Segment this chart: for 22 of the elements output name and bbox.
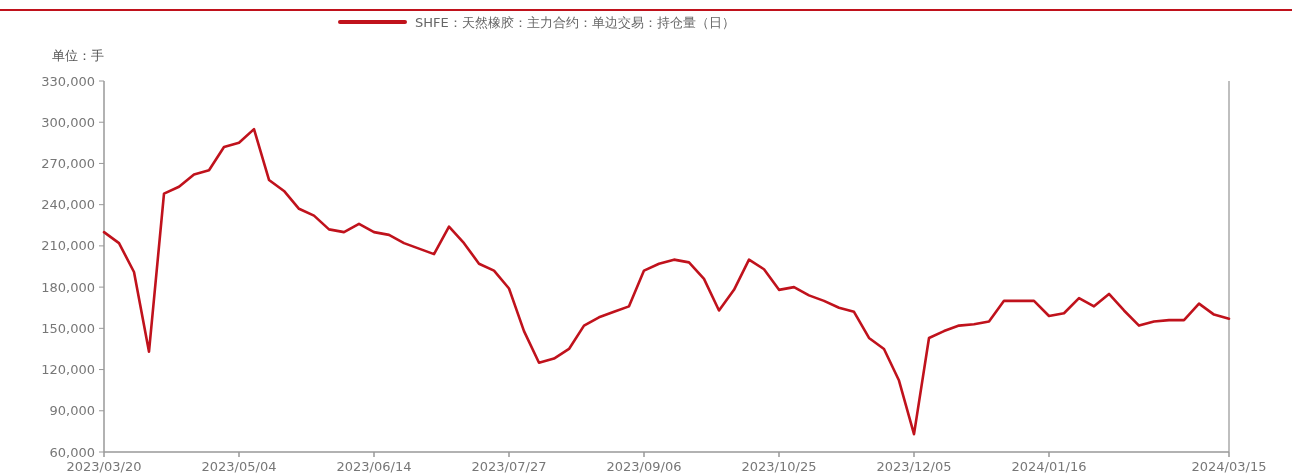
x-tick-label: 2023/03/20 [66,459,142,474]
x-tick-label: 2023/06/14 [336,459,412,474]
y-tick-label: 150,000 [41,320,95,336]
y-tick-label: 90,000 [49,403,95,419]
x-tick-label: 2023/05/04 [201,459,277,474]
x-tick-label: 2023/10/25 [741,459,817,474]
x-tick-label: 2024/03/15 [1191,459,1267,474]
y-tick-label: 270,000 [41,155,95,171]
x-tick-label: 2023/09/06 [606,459,682,474]
x-tick-label: 2024/01/16 [1011,459,1087,474]
y-tick-label: 60,000 [49,444,95,460]
x-tick-label: 2023/07/27 [471,459,547,474]
y-tick-label: 120,000 [41,362,95,378]
y-axis-title: 单位：手 [52,48,104,63]
y-tick-label: 210,000 [41,238,95,254]
y-tick-label: 180,000 [41,279,95,295]
y-tick-label: 240,000 [41,197,95,213]
x-tick-label: 2023/12/05 [876,459,952,474]
y-tick-label: 330,000 [41,73,95,89]
legend-label: SHFE：天然橡胶：主力合约：单边交易：持仓量（日） [415,15,735,30]
y-tick-label: 300,000 [41,114,95,130]
line-series [102,127,1231,436]
